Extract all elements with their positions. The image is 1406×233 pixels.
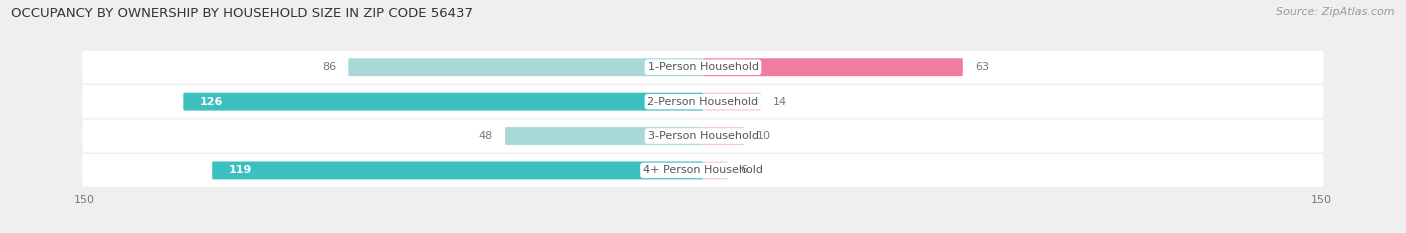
Text: 86: 86 (322, 62, 336, 72)
Text: 119: 119 (229, 165, 252, 175)
Text: 2-Person Household: 2-Person Household (647, 97, 759, 107)
Text: 4+ Person Household: 4+ Person Household (643, 165, 763, 175)
Text: 48: 48 (478, 131, 492, 141)
FancyBboxPatch shape (212, 161, 703, 179)
FancyBboxPatch shape (83, 51, 1323, 84)
FancyBboxPatch shape (83, 85, 1323, 118)
Text: Source: ZipAtlas.com: Source: ZipAtlas.com (1277, 7, 1395, 17)
Text: 1-Person Household: 1-Person Household (648, 62, 758, 72)
Text: 10: 10 (756, 131, 770, 141)
FancyBboxPatch shape (703, 58, 963, 76)
FancyBboxPatch shape (505, 127, 703, 145)
Text: 63: 63 (976, 62, 990, 72)
Text: 3-Person Household: 3-Person Household (648, 131, 758, 141)
Text: OCCUPANCY BY OWNERSHIP BY HOUSEHOLD SIZE IN ZIP CODE 56437: OCCUPANCY BY OWNERSHIP BY HOUSEHOLD SIZE… (11, 7, 474, 20)
FancyBboxPatch shape (703, 93, 761, 111)
FancyBboxPatch shape (83, 120, 1323, 153)
Text: 14: 14 (773, 97, 787, 107)
FancyBboxPatch shape (183, 93, 703, 111)
FancyBboxPatch shape (703, 127, 744, 145)
FancyBboxPatch shape (83, 154, 1323, 187)
Text: 126: 126 (200, 97, 224, 107)
Text: 6: 6 (740, 165, 747, 175)
FancyBboxPatch shape (703, 161, 728, 179)
FancyBboxPatch shape (349, 58, 703, 76)
